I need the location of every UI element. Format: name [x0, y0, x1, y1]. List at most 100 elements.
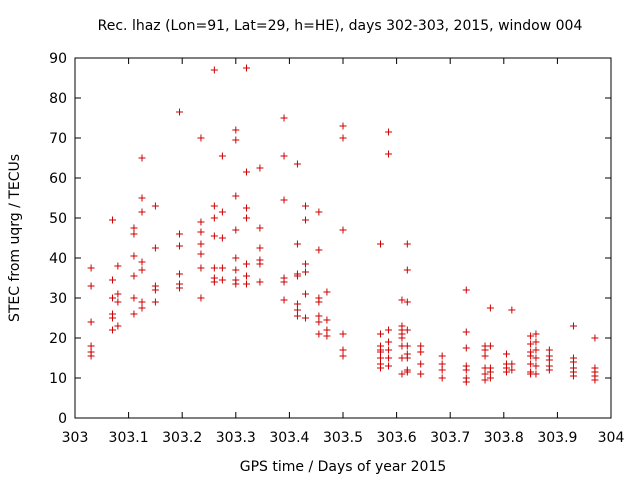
x-axis-label: GPS time / Days of year 2015 — [240, 459, 447, 475]
data-point — [315, 208, 323, 216]
data-point — [210, 232, 218, 240]
data-point — [243, 64, 251, 72]
data-point — [151, 298, 159, 306]
data-point — [301, 202, 309, 210]
data-point — [197, 294, 205, 302]
data-point — [403, 368, 411, 376]
data-point — [293, 306, 301, 314]
data-point — [527, 360, 535, 368]
data-point — [109, 276, 117, 284]
data-point — [87, 318, 95, 326]
data-point — [417, 342, 425, 350]
chart-title: Rec. lhaz (Lon=91, Lat=29, h=HE), days 3… — [98, 18, 583, 34]
data-point — [130, 252, 138, 260]
data-point — [486, 342, 494, 350]
data-point — [527, 332, 535, 340]
data-point — [323, 316, 331, 324]
data-point — [114, 322, 122, 330]
x-tick-label: 303.7 — [430, 430, 470, 446]
y-tick-label: 30 — [49, 291, 67, 307]
data-point — [218, 234, 226, 242]
data-point — [315, 246, 323, 254]
data-point — [87, 352, 95, 360]
data-point — [339, 346, 347, 354]
data-point — [403, 342, 411, 350]
data-point — [210, 202, 218, 210]
data-point — [218, 152, 226, 160]
data-point — [218, 276, 226, 284]
data-point — [256, 260, 264, 268]
data-point — [109, 216, 117, 224]
data-point — [385, 346, 393, 354]
x-tick-label: 304 — [598, 430, 625, 446]
data-point — [481, 346, 489, 354]
data-point — [403, 354, 411, 362]
data-point — [218, 264, 226, 272]
y-tick-label: 60 — [49, 171, 67, 187]
data-point — [232, 136, 240, 144]
data-point — [87, 264, 95, 272]
data-point — [323, 326, 331, 334]
x-tick-label: 303.9 — [537, 430, 577, 446]
data-point — [527, 340, 535, 348]
data-point — [130, 272, 138, 280]
data-point — [417, 348, 425, 356]
data-point — [385, 326, 393, 334]
data-point — [339, 122, 347, 130]
data-point — [293, 272, 301, 280]
data-point — [109, 294, 117, 302]
data-point — [462, 366, 470, 374]
data-point — [591, 334, 599, 342]
data-point — [377, 240, 385, 248]
data-point — [398, 370, 406, 378]
data-point — [232, 226, 240, 234]
data-point — [339, 226, 347, 234]
data-point — [130, 310, 138, 318]
data-point — [301, 260, 309, 268]
data-point — [385, 362, 393, 370]
data-point — [256, 164, 264, 172]
data-point — [417, 370, 425, 378]
data-point — [197, 228, 205, 236]
y-axis-label: STEC from uqrg / TECUs — [7, 154, 23, 322]
data-point — [197, 218, 205, 226]
data-point — [532, 362, 540, 370]
data-point — [315, 298, 323, 306]
data-point — [243, 280, 251, 288]
data-point — [315, 318, 323, 326]
x-tick-label: 303.5 — [323, 430, 363, 446]
data-point — [293, 160, 301, 168]
data-point — [481, 352, 489, 360]
data-point — [385, 150, 393, 158]
data-point — [210, 278, 218, 286]
data-point — [339, 352, 347, 360]
data-point — [569, 372, 577, 380]
data-point — [280, 278, 288, 286]
data-point — [545, 366, 553, 374]
data-point — [301, 314, 309, 322]
data-point — [130, 294, 138, 302]
x-tick-label: 303.4 — [269, 430, 309, 446]
data-point — [385, 128, 393, 136]
data-point — [130, 224, 138, 232]
x-axis: 303 303.1 303.2 303.3 303.4 303.5 303.6 303.7 30… — [62, 58, 625, 446]
data-point — [280, 152, 288, 160]
x-tick-label: 303.1 — [109, 430, 149, 446]
data-point — [197, 240, 205, 248]
data-point — [532, 330, 540, 338]
data-point — [243, 168, 251, 176]
data-points — [87, 64, 599, 386]
data-point — [138, 266, 146, 274]
data-point — [176, 242, 184, 250]
data-point — [280, 296, 288, 304]
data-point — [218, 208, 226, 216]
data-point — [176, 284, 184, 292]
data-point — [339, 330, 347, 338]
data-point — [210, 264, 218, 272]
data-point — [109, 314, 117, 322]
data-point — [176, 270, 184, 278]
data-point — [462, 344, 470, 352]
data-point — [301, 290, 309, 298]
